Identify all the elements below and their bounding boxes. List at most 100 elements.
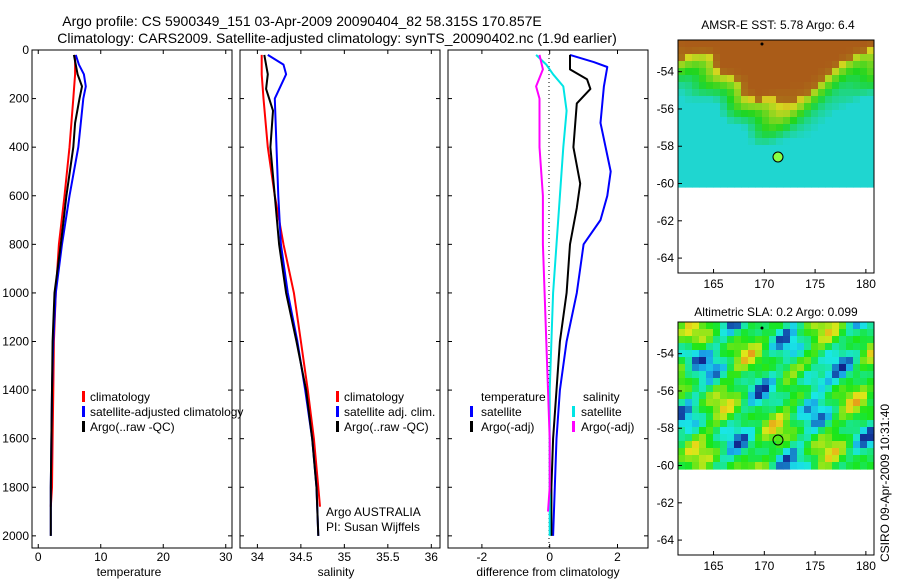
sst-heatmap-cell	[832, 110, 840, 118]
sla-heatmap-cell	[839, 350, 847, 358]
sst-heatmap-cell	[811, 180, 819, 188]
sst-heatmap-cell	[755, 47, 763, 55]
sla-heatmap-cell	[706, 322, 714, 330]
sla-heatmap-cell	[776, 455, 784, 463]
sla-lat-tick-label: -64	[657, 533, 675, 547]
sla-heatmap-cell	[769, 371, 777, 379]
sla-heatmap-cell	[755, 399, 763, 407]
sla-heatmap-cell	[678, 392, 686, 400]
sst-heatmap-cell	[748, 75, 756, 83]
sla-heatmap-cell	[692, 406, 700, 414]
sst-heatmap-cell	[748, 159, 756, 167]
sla-heatmap-cell	[839, 427, 847, 435]
sla-heatmap-cell	[804, 448, 812, 456]
sla-heatmap-cell	[839, 441, 847, 449]
sla-heatmap-cell	[685, 322, 693, 330]
sst-heatmap-cell	[860, 96, 868, 104]
sst-heatmap-cell	[762, 166, 770, 174]
sst-heatmap-cell	[797, 145, 805, 153]
sst-heatmap-cell	[734, 124, 742, 132]
sst-heatmap-cell	[818, 54, 826, 62]
sst-heatmap-cell	[685, 138, 693, 146]
salinity-line-black-2	[263, 54, 320, 536]
sst-heatmap-cell	[713, 96, 721, 104]
sla-heatmap-cell	[860, 343, 868, 351]
sst-heatmap-cell	[692, 82, 700, 90]
sst-heatmap-cell	[818, 166, 826, 174]
sst-heatmap-cell	[741, 131, 749, 139]
sla-heatmap-cell	[685, 413, 693, 421]
sst-heatmap-cell	[832, 173, 840, 181]
sla-heatmap-cell	[706, 427, 714, 435]
salinity-legend: climatology satellite adj. clim. Argo(..…	[336, 390, 435, 434]
sst-heatmap-cell	[741, 75, 749, 83]
sst-heatmap-cell	[818, 110, 826, 118]
sst-heatmap-cell	[685, 131, 693, 139]
sla-heatmap-cell	[853, 434, 861, 442]
sla-heatmap-cell	[797, 343, 805, 351]
sla-heatmap-cell	[853, 343, 861, 351]
sst-heatmap-cell	[734, 131, 742, 139]
sla-heatmap-cell	[727, 448, 735, 456]
sst-heatmap-cell	[727, 180, 735, 188]
sst-heatmap-cell	[818, 124, 826, 132]
sla-heatmap-cell	[699, 392, 707, 400]
sst-lon-tick-label: 170	[754, 277, 774, 291]
sla-heatmap-cell	[818, 399, 826, 407]
sst-heatmap-cell	[867, 103, 874, 111]
sst-heatmap-cell	[839, 68, 847, 76]
salinity-legend-argo: Argo(..raw -QC)	[344, 420, 429, 434]
sla-heatmap-cell	[713, 364, 721, 372]
sla-heatmap-cell	[797, 336, 805, 344]
sst-heatmap-cell	[720, 61, 728, 69]
difference-legend-sal-satellite: satellite	[581, 405, 622, 419]
sst-heatmap-cell	[867, 166, 874, 174]
sla-heatmap-cell	[776, 343, 784, 351]
sst-heatmap-cell	[720, 131, 728, 139]
sla-heatmap-cell	[748, 371, 756, 379]
sst-heatmap-cell	[839, 110, 847, 118]
sla-heatmap-cell	[797, 455, 805, 463]
sst-heatmap-cell	[790, 152, 798, 160]
sst-heatmap-cell	[755, 145, 763, 153]
sla-heatmap-cell	[755, 455, 763, 463]
sst-heatmap-cell	[811, 47, 819, 55]
sst-heatmap-cell	[783, 166, 791, 174]
sst-heatmap-cell	[692, 75, 700, 83]
salinity-legend-climatology: climatology	[344, 390, 404, 404]
sla-heatmap-cell	[776, 350, 784, 358]
sst-heatmap-cell	[734, 110, 742, 118]
sla-heatmap-cell	[741, 350, 749, 358]
sst-heatmap-cell	[699, 103, 707, 111]
sst-heatmap-cell	[713, 124, 721, 132]
sla-heatmap-cell	[797, 329, 805, 337]
sst-heatmap-cell	[804, 145, 812, 153]
difference-line-magenta-3	[535, 54, 551, 512]
sst-heatmap-cell	[699, 180, 707, 188]
sla-heatmap-cell	[832, 350, 840, 358]
sst-heatmap-cell	[734, 180, 742, 188]
sst-heatmap-cell	[839, 47, 847, 55]
sla-heatmap-cell	[699, 448, 707, 456]
sst-heatmap-cell	[748, 68, 756, 76]
sst-heatmap-cell	[692, 131, 700, 139]
sla-heatmap-cell	[853, 385, 861, 393]
sst-heatmap-cell	[692, 166, 700, 174]
sst-heatmap-cell	[832, 68, 840, 76]
sst-heatmap-cell	[776, 82, 784, 90]
sla-heatmap-cell	[713, 399, 721, 407]
sla-heatmap-cell	[762, 399, 770, 407]
sst-heatmap-cell	[811, 54, 819, 62]
sst-heatmap-cell	[720, 180, 728, 188]
sla-heatmap-cell	[832, 413, 840, 421]
sla-heatmap-cell	[692, 392, 700, 400]
sla-heatmap-cell	[713, 441, 721, 449]
sla-heatmap-cell	[839, 371, 847, 379]
sst-heatmap-cell	[867, 138, 874, 146]
sla-heatmap-cell	[678, 385, 686, 393]
sst-heatmap-cell	[853, 166, 861, 174]
sla-heatmap-cell	[762, 343, 770, 351]
sla-heatmap-cell	[783, 343, 791, 351]
sst-heatmap-cell	[853, 173, 861, 181]
salinity-annotation-line1: Argo AUSTRALIA	[326, 505, 421, 519]
